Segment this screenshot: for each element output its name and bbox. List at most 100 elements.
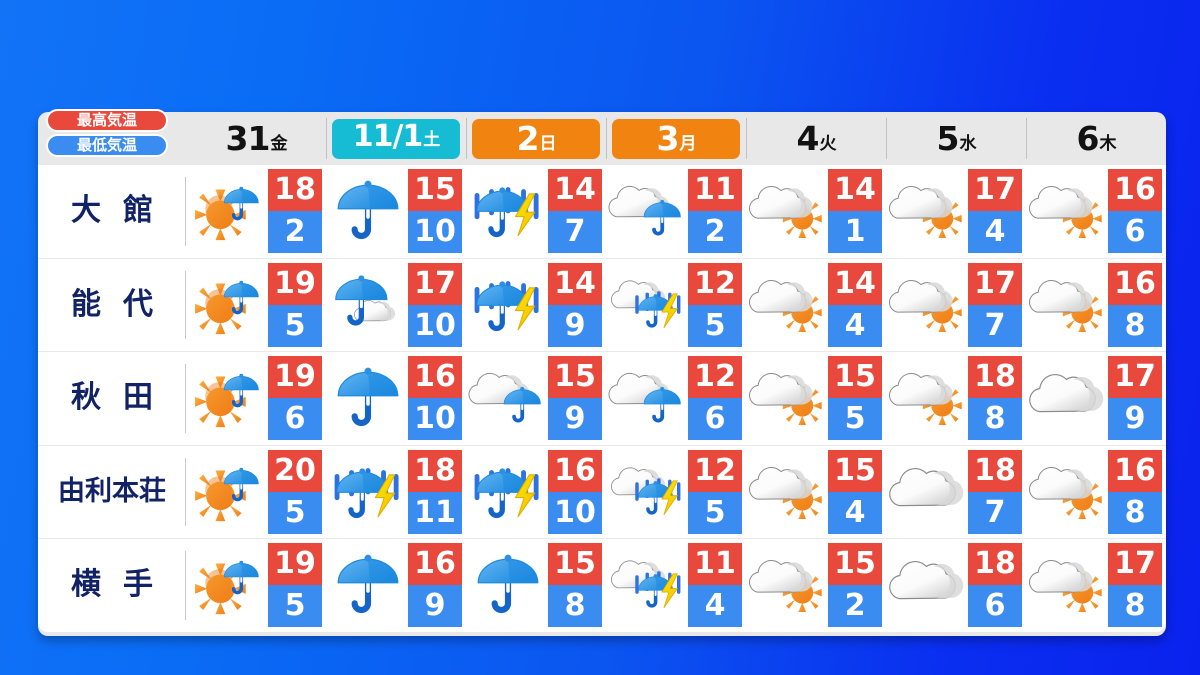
cloud-sun-icon	[1029, 267, 1106, 343]
forecast-cell[interactable]: 19 5	[186, 539, 326, 632]
low-temp: 2	[688, 211, 742, 254]
low-temp: 6	[968, 585, 1022, 628]
forecast-cell[interactable]: 20 5	[186, 446, 326, 539]
forecast-cell[interactable]: 14 1	[746, 165, 886, 258]
forecast-cell[interactable]: 12 6	[606, 352, 746, 445]
forecast-cell[interactable]: 12 5	[606, 446, 746, 539]
low-temp: 1	[828, 211, 882, 254]
high-temp: 18	[268, 169, 322, 212]
day-number: 6	[1076, 118, 1100, 158]
forecast-cell[interactable]: 14 7	[466, 165, 606, 258]
cloud-umbrella-icon	[608, 173, 686, 249]
forecast-cell[interactable]: 17 4	[886, 165, 1026, 258]
low-temp: 7	[968, 491, 1022, 534]
temperature-box: 14 4	[828, 262, 882, 347]
city-cell[interactable]: 大館	[38, 165, 186, 258]
high-temp: 16	[408, 543, 462, 586]
day-number: 5	[936, 118, 960, 158]
low-temp: 8	[548, 585, 602, 628]
high-temp: 19	[268, 356, 322, 399]
city-cell[interactable]: 由利本荘	[38, 446, 186, 539]
low-temp: 2	[828, 585, 882, 628]
forecast-cell[interactable]: 12 5	[606, 259, 746, 352]
high-temp: 16	[548, 449, 602, 492]
forecast-cell[interactable]: 18 2	[186, 165, 326, 258]
low-temp: 8	[1108, 491, 1162, 534]
umbrella-icon	[330, 173, 406, 249]
table-row: 横手 19 5 16 9 15 8 11 4 15 2 18 6 17 8	[38, 539, 1166, 632]
city-cell[interactable]: 横手	[38, 539, 186, 632]
forecast-cell[interactable]: 14 9	[466, 259, 606, 352]
temperature-box: 18 2	[268, 169, 322, 254]
forecast-cell[interactable]: 18 11	[326, 446, 466, 539]
high-temp: 18	[968, 543, 1022, 586]
forecast-cell[interactable]: 15 4	[746, 446, 886, 539]
forecast-cell[interactable]: 16 9	[326, 539, 466, 632]
forecast-cell[interactable]: 15 9	[466, 352, 606, 445]
forecast-cell[interactable]: 17 9	[1026, 352, 1166, 445]
city-cell[interactable]: 秋田	[38, 352, 186, 445]
temperature-box: 17 7	[968, 262, 1022, 347]
forecast-cell[interactable]: 11 4	[606, 539, 746, 632]
high-temp: 16	[408, 356, 462, 399]
forecast-cell[interactable]: 16 8	[1026, 446, 1166, 539]
low-temp: 10	[408, 304, 462, 347]
forecast-cell[interactable]: 18 6	[886, 539, 1026, 632]
forecast-cell[interactable]: 15 2	[746, 539, 886, 632]
day-number: 31	[225, 118, 271, 158]
forecast-cell[interactable]: 15 10	[326, 165, 466, 258]
low-temp: 9	[548, 398, 602, 441]
forecast-cell[interactable]: 14 4	[746, 259, 886, 352]
high-temp: 15	[828, 449, 882, 492]
city-cell[interactable]: 能代	[38, 259, 186, 352]
high-temp: 18	[408, 449, 462, 492]
day-weekday: 火	[819, 133, 837, 154]
temperature-box: 18 6	[968, 543, 1022, 628]
forecast-cell[interactable]: 17 10	[326, 259, 466, 352]
high-temp: 12	[688, 356, 742, 399]
rain-thunder-icon	[330, 454, 406, 530]
temperature-box: 16 6	[1108, 169, 1162, 254]
temperature-box: 14 1	[828, 169, 882, 254]
forecast-cell[interactable]: 19 5	[186, 259, 326, 352]
forecast-cell[interactable]: 17 8	[1026, 539, 1166, 632]
legend-column: 最高気温 最低気温	[38, 109, 186, 165]
low-temp: 8	[1108, 585, 1162, 628]
forecast-cell[interactable]: 19 6	[186, 352, 326, 445]
temperature-box: 14 9	[548, 262, 602, 347]
day-weekday: 水	[959, 133, 977, 154]
forecast-cell[interactable]: 18 7	[886, 446, 1026, 539]
forecast-cell[interactable]: 15 8	[466, 539, 606, 632]
forecast-cell[interactable]: 17 7	[886, 259, 1026, 352]
high-temp: 17	[408, 262, 462, 305]
forecast-cell[interactable]: 11 2	[606, 165, 746, 258]
rain-thunder-icon	[470, 173, 546, 249]
high-temp: 11	[688, 169, 742, 212]
low-temp: 10	[548, 491, 602, 534]
high-temp: 17	[968, 262, 1022, 305]
high-temp: 18	[968, 449, 1022, 492]
day-column-2[interactable]: 11/1 土	[326, 112, 466, 165]
temperature-box: 17 8	[1108, 543, 1162, 628]
forecast-cell[interactable]: 16 8	[1026, 259, 1166, 352]
high-temp: 15	[548, 543, 602, 586]
temperature-box: 16 9	[408, 543, 462, 628]
high-temp: 14	[828, 169, 882, 212]
forecast-cell[interactable]: 16 6	[1026, 165, 1166, 258]
forecast-cell[interactable]: 15 5	[746, 352, 886, 445]
day-column-1[interactable]: 31 金	[186, 112, 326, 165]
forecast-cell[interactable]: 16 10	[326, 352, 466, 445]
forecast-cell[interactable]: 16 10	[466, 446, 606, 539]
legend-high-temp: 最高気温	[46, 109, 168, 132]
forecast-cell[interactable]: 18 8	[886, 352, 1026, 445]
temperature-box: 16 8	[1108, 449, 1162, 534]
low-temp: 2	[268, 211, 322, 254]
city-name: 横手	[71, 567, 175, 603]
umbrella-icon	[330, 360, 406, 436]
